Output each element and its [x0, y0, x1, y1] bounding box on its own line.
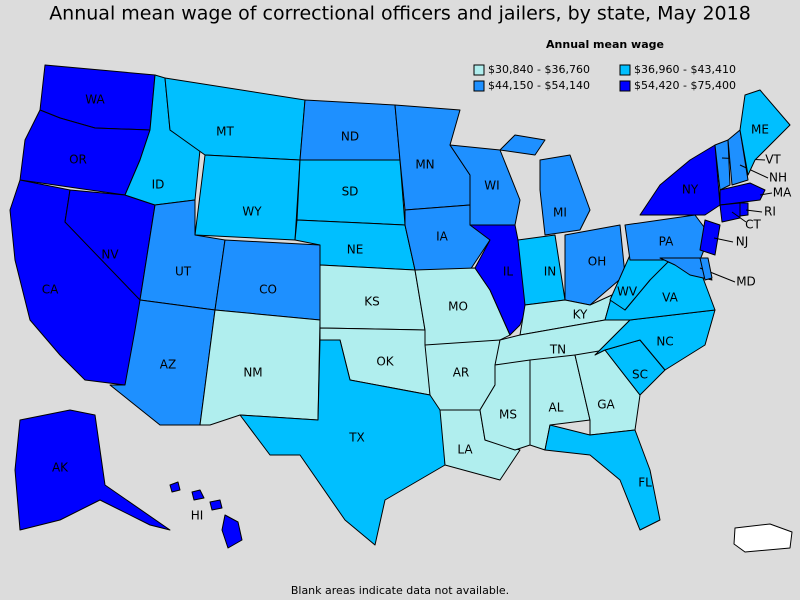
state-label: LA [457, 443, 473, 457]
state [699, 257, 713, 281]
legend-label: $36,960 - $43,410 [634, 63, 736, 76]
state [517, 234, 566, 306]
state-label: ME [751, 123, 769, 137]
legend-label: $44,150 - $54,140 [488, 79, 590, 92]
state-label: OR [69, 153, 87, 167]
legend-title: Annual mean wage [546, 38, 664, 51]
state [699, 219, 721, 256]
state-label: MN [415, 158, 434, 172]
state [499, 134, 591, 236]
state-label: CA [42, 283, 59, 297]
state-label: WV [617, 285, 638, 299]
state-label: MD [736, 275, 756, 289]
leader-line [713, 237, 734, 243]
state-label: AZ [160, 358, 176, 372]
state-label: ND [341, 130, 359, 144]
leader-line [731, 211, 747, 223]
state-label: AR [453, 366, 470, 380]
state-label: IN [544, 265, 557, 279]
state-label: NJ [736, 235, 749, 249]
state-label: MO [448, 300, 468, 314]
state-label: SC [632, 368, 648, 382]
leader-line [739, 164, 769, 179]
state-label: CT [745, 218, 761, 232]
state-label: FL [638, 476, 652, 490]
state-label: NH [769, 171, 787, 185]
puerto-rico [733, 523, 793, 553]
state-label: NC [656, 335, 673, 349]
state-label: NY [682, 183, 699, 197]
state-label: MA [773, 186, 792, 200]
state-label: PA [659, 235, 674, 249]
state [739, 202, 749, 217]
footnote: Blank areas indicate data not available. [291, 584, 509, 597]
state-label: CO [259, 283, 277, 297]
state-label: AL [549, 401, 564, 415]
state [639, 144, 721, 216]
state-label: SD [342, 185, 359, 199]
state [739, 89, 791, 176]
legend-swatch [619, 80, 631, 92]
state-label: MT [216, 125, 234, 139]
state-label: KY [573, 308, 588, 322]
state [719, 202, 741, 223]
state [169, 481, 243, 549]
state-label: IA [436, 230, 449, 244]
state-label: UT [175, 265, 192, 279]
state-label: IL [503, 265, 514, 279]
state-label: NM [243, 366, 262, 380]
state-label: MS [499, 408, 517, 422]
state-label: GA [597, 398, 615, 412]
state-label: WY [242, 205, 262, 219]
state-label: RI [764, 205, 776, 219]
state-label: NV [101, 248, 119, 262]
legend-label: $54,420 - $75,400 [634, 79, 736, 92]
state [714, 139, 731, 191]
state-label: VA [662, 291, 678, 305]
state-label: OK [376, 355, 394, 369]
state-label: ID [152, 178, 165, 192]
leader-line [745, 209, 763, 213]
state-label: WA [85, 93, 105, 107]
state [544, 424, 661, 531]
state [564, 224, 626, 306]
legend-swatch [619, 64, 631, 76]
state [14, 409, 171, 531]
state-label: WI [484, 179, 499, 193]
state-label: HI [191, 509, 204, 523]
leader-line [759, 192, 773, 196]
state-label: MI [553, 206, 567, 220]
state [727, 129, 749, 186]
state [194, 154, 301, 241]
state [214, 239, 321, 321]
state-label: NE [347, 243, 364, 257]
legend-label: $30,840 - $36,760 [488, 63, 590, 76]
state-label: AK [52, 461, 69, 475]
legend-swatch [473, 80, 485, 92]
state [659, 257, 713, 281]
state-label: OH [588, 255, 606, 269]
state-label: KS [364, 295, 380, 309]
title: Annual mean wage of correctional officer… [49, 3, 751, 25]
state-label: TX [348, 431, 365, 445]
state-label: VT [765, 153, 781, 167]
legend-swatch [473, 64, 485, 76]
state-label: TN [549, 343, 566, 357]
